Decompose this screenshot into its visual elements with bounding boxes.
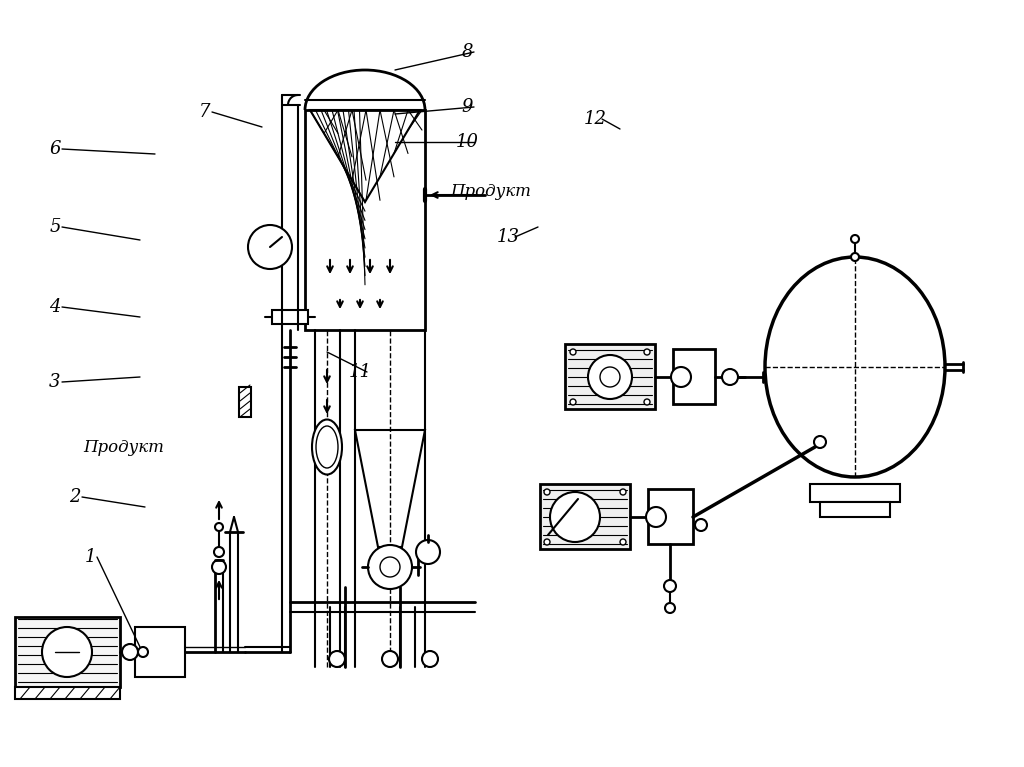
- Circle shape: [851, 235, 859, 243]
- Circle shape: [368, 545, 412, 589]
- Circle shape: [138, 647, 148, 657]
- Text: 7: 7: [200, 103, 211, 121]
- Circle shape: [422, 651, 438, 667]
- Bar: [239, 387, 251, 417]
- Circle shape: [671, 367, 691, 387]
- Bar: [135, 627, 185, 677]
- Bar: [272, 310, 308, 324]
- Bar: [648, 489, 693, 544]
- Text: 2: 2: [70, 488, 81, 506]
- Circle shape: [42, 627, 92, 677]
- Text: Продукт: Продукт: [450, 183, 530, 200]
- Bar: [15, 617, 120, 687]
- Text: 11: 11: [348, 363, 372, 381]
- Circle shape: [212, 560, 226, 574]
- Circle shape: [382, 651, 398, 667]
- Circle shape: [600, 367, 620, 387]
- Circle shape: [214, 547, 224, 557]
- Circle shape: [544, 539, 550, 545]
- Circle shape: [646, 507, 666, 527]
- Circle shape: [644, 349, 650, 355]
- Circle shape: [215, 523, 223, 531]
- Circle shape: [380, 557, 400, 577]
- Text: 3: 3: [49, 373, 60, 391]
- Circle shape: [248, 225, 292, 269]
- Bar: [673, 349, 715, 404]
- Text: 12: 12: [584, 110, 606, 128]
- Bar: [540, 484, 630, 549]
- Text: 13: 13: [497, 228, 519, 246]
- Circle shape: [550, 492, 600, 542]
- Circle shape: [570, 349, 575, 355]
- Circle shape: [416, 540, 440, 564]
- Circle shape: [544, 489, 550, 495]
- Circle shape: [620, 539, 626, 545]
- Text: 9: 9: [461, 98, 473, 116]
- Bar: [305, 110, 425, 330]
- Circle shape: [695, 519, 707, 531]
- Bar: [810, 484, 900, 502]
- Circle shape: [329, 651, 345, 667]
- Circle shape: [588, 355, 632, 399]
- Bar: [565, 344, 655, 409]
- Text: 4: 4: [49, 298, 60, 316]
- Ellipse shape: [312, 420, 342, 475]
- Text: 1: 1: [84, 548, 96, 566]
- Circle shape: [665, 603, 675, 613]
- Text: 6: 6: [49, 140, 60, 158]
- Bar: [820, 502, 890, 517]
- Circle shape: [664, 580, 676, 592]
- Circle shape: [814, 436, 826, 448]
- Circle shape: [620, 489, 626, 495]
- Text: 5: 5: [49, 218, 60, 236]
- Text: 10: 10: [456, 133, 478, 151]
- Circle shape: [851, 253, 859, 261]
- Circle shape: [570, 399, 575, 405]
- Circle shape: [722, 369, 738, 385]
- Bar: [15, 687, 120, 699]
- Circle shape: [644, 399, 650, 405]
- Text: Продукт: Продукт: [83, 439, 164, 456]
- Ellipse shape: [765, 257, 945, 477]
- Circle shape: [122, 644, 138, 660]
- Text: 8: 8: [461, 43, 473, 61]
- Ellipse shape: [316, 426, 338, 468]
